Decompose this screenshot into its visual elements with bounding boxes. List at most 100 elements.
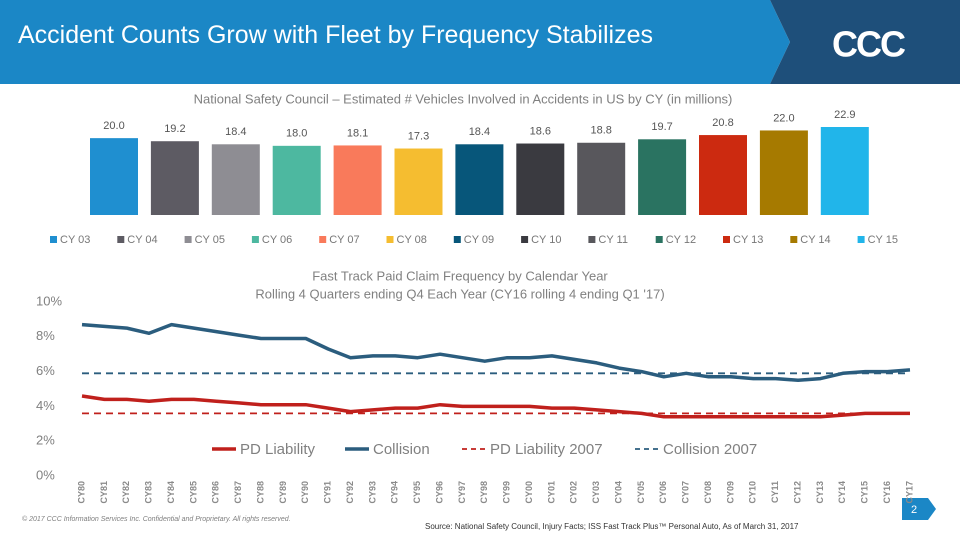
bar <box>333 145 382 215</box>
chart-title: Fast Track Paid Claim Frequency by Calen… <box>312 268 608 283</box>
bar <box>516 143 565 215</box>
legend-swatch <box>588 236 596 243</box>
x-tick-label: CY81 <box>99 481 109 504</box>
y-tick-label: 4% <box>36 398 55 413</box>
legend-label: CY 13 <box>733 234 763 246</box>
legend-label: CY 07 <box>329 234 359 246</box>
x-tick-label: CY85 <box>188 481 198 504</box>
y-tick-label: 6% <box>36 363 55 378</box>
chart-subtitle: Rolling 4 Quarters ending Q4 Each Year (… <box>255 286 664 301</box>
x-tick-label: CY09 <box>725 481 735 504</box>
legend-swatch <box>723 236 730 243</box>
x-tick-label: CY02 <box>569 481 579 504</box>
value-label: 18.4 <box>225 126 246 138</box>
page-number: 2 <box>911 504 917 516</box>
x-tick-label: CY16 <box>882 481 892 504</box>
value-label: 20.0 <box>103 120 124 132</box>
bar <box>820 127 869 215</box>
slide-title: Accident Counts Grow with Fleet by Frequ… <box>18 21 653 49</box>
x-tick-label: CY98 <box>479 481 489 504</box>
header-band <box>0 0 790 84</box>
legend-swatch <box>386 236 394 243</box>
legend-label: CY 03 <box>60 234 90 246</box>
legend-label: CY 12 <box>666 234 696 246</box>
legend-swatch <box>50 236 57 243</box>
legend-label: CY 06 <box>262 234 292 246</box>
legend-label: CY 14 <box>800 234 830 246</box>
source: Source: National Safety Council, Injury … <box>425 522 799 531</box>
x-tick-label: CY17 <box>904 481 914 504</box>
legend-label: CY 05 <box>195 234 225 246</box>
x-tick-label: CY82 <box>121 481 131 504</box>
page-marker <box>902 498 936 520</box>
bar <box>150 141 199 215</box>
y-tick-label: 0% <box>36 467 55 482</box>
logo: CCC <box>832 24 906 65</box>
legend-label: PD Liability <box>240 441 316 458</box>
series-line <box>81 394 910 419</box>
x-tick-label: CY01 <box>546 481 556 504</box>
x-tick-label: CY97 <box>457 481 467 504</box>
header-logo-band <box>770 0 960 84</box>
value-label: 19.2 <box>164 123 185 135</box>
x-tick-label: CY90 <box>300 481 310 504</box>
bar <box>638 139 687 215</box>
x-tick-label: CY04 <box>613 481 623 504</box>
legend-swatch <box>319 236 327 243</box>
value-label: 22.0 <box>773 112 794 124</box>
bar <box>211 144 260 215</box>
bar <box>394 148 443 215</box>
x-tick-label: CY96 <box>434 481 444 504</box>
chart-title: National Safety Council – Estimated # Ve… <box>194 91 733 106</box>
legend-label: CY 08 <box>397 234 427 246</box>
x-tick-label: CY03 <box>591 481 601 504</box>
bar <box>90 138 138 215</box>
x-tick-label: CY93 <box>367 481 377 504</box>
legend-swatch <box>184 236 192 243</box>
copyright: © 2017 CCC Information Services Inc. Con… <box>22 515 291 523</box>
y-tick-label: 8% <box>36 328 55 343</box>
x-tick-label: CY00 <box>524 481 534 504</box>
bar <box>455 144 504 215</box>
x-tick-label: CY87 <box>233 481 243 504</box>
value-label: 18.4 <box>469 126 490 138</box>
x-tick-label: CY80 <box>76 481 86 504</box>
x-tick-label: CY95 <box>412 481 422 504</box>
bar <box>699 135 747 215</box>
x-tick-label: CY12 <box>792 481 802 504</box>
legend-label: PD Liability 2007 <box>490 441 603 458</box>
x-tick-label: CY06 <box>658 481 668 504</box>
x-tick-label: CY83 <box>144 481 154 504</box>
x-tick-label: CY92 <box>345 481 355 504</box>
value-label: 18.1 <box>347 127 368 139</box>
x-tick-label: CY86 <box>211 481 221 504</box>
legend-label: CY 09 <box>464 234 494 246</box>
x-tick-label: CY10 <box>748 481 758 504</box>
legend-swatch <box>117 236 125 243</box>
y-tick-label: 2% <box>36 433 55 448</box>
legend-swatch <box>251 236 259 243</box>
x-tick-label: CY84 <box>166 481 176 504</box>
legend-label: CY 15 <box>868 234 898 246</box>
bar <box>759 130 808 215</box>
legend-swatch <box>453 236 461 243</box>
legend-label: Collision <box>373 441 430 458</box>
bar <box>577 142 626 215</box>
x-tick-label: CY07 <box>681 481 691 504</box>
value-label: 17.3 <box>408 130 429 142</box>
x-tick-label: CY11 <box>770 481 780 503</box>
value-label: 22.9 <box>834 109 855 121</box>
value-label: 19.7 <box>651 121 672 133</box>
legend-label: CY 10 <box>531 234 561 246</box>
y-tick-label: 10% <box>36 293 62 308</box>
legend-swatch <box>790 236 798 243</box>
x-tick-label: CY99 <box>502 481 512 504</box>
bar <box>272 145 321 215</box>
x-tick-label: CY13 <box>815 481 825 504</box>
value-label: 18.0 <box>286 128 307 140</box>
legend-label: CY 11 <box>598 234 628 246</box>
value-label: 18.8 <box>590 125 611 137</box>
x-tick-label: CY94 <box>390 481 400 504</box>
